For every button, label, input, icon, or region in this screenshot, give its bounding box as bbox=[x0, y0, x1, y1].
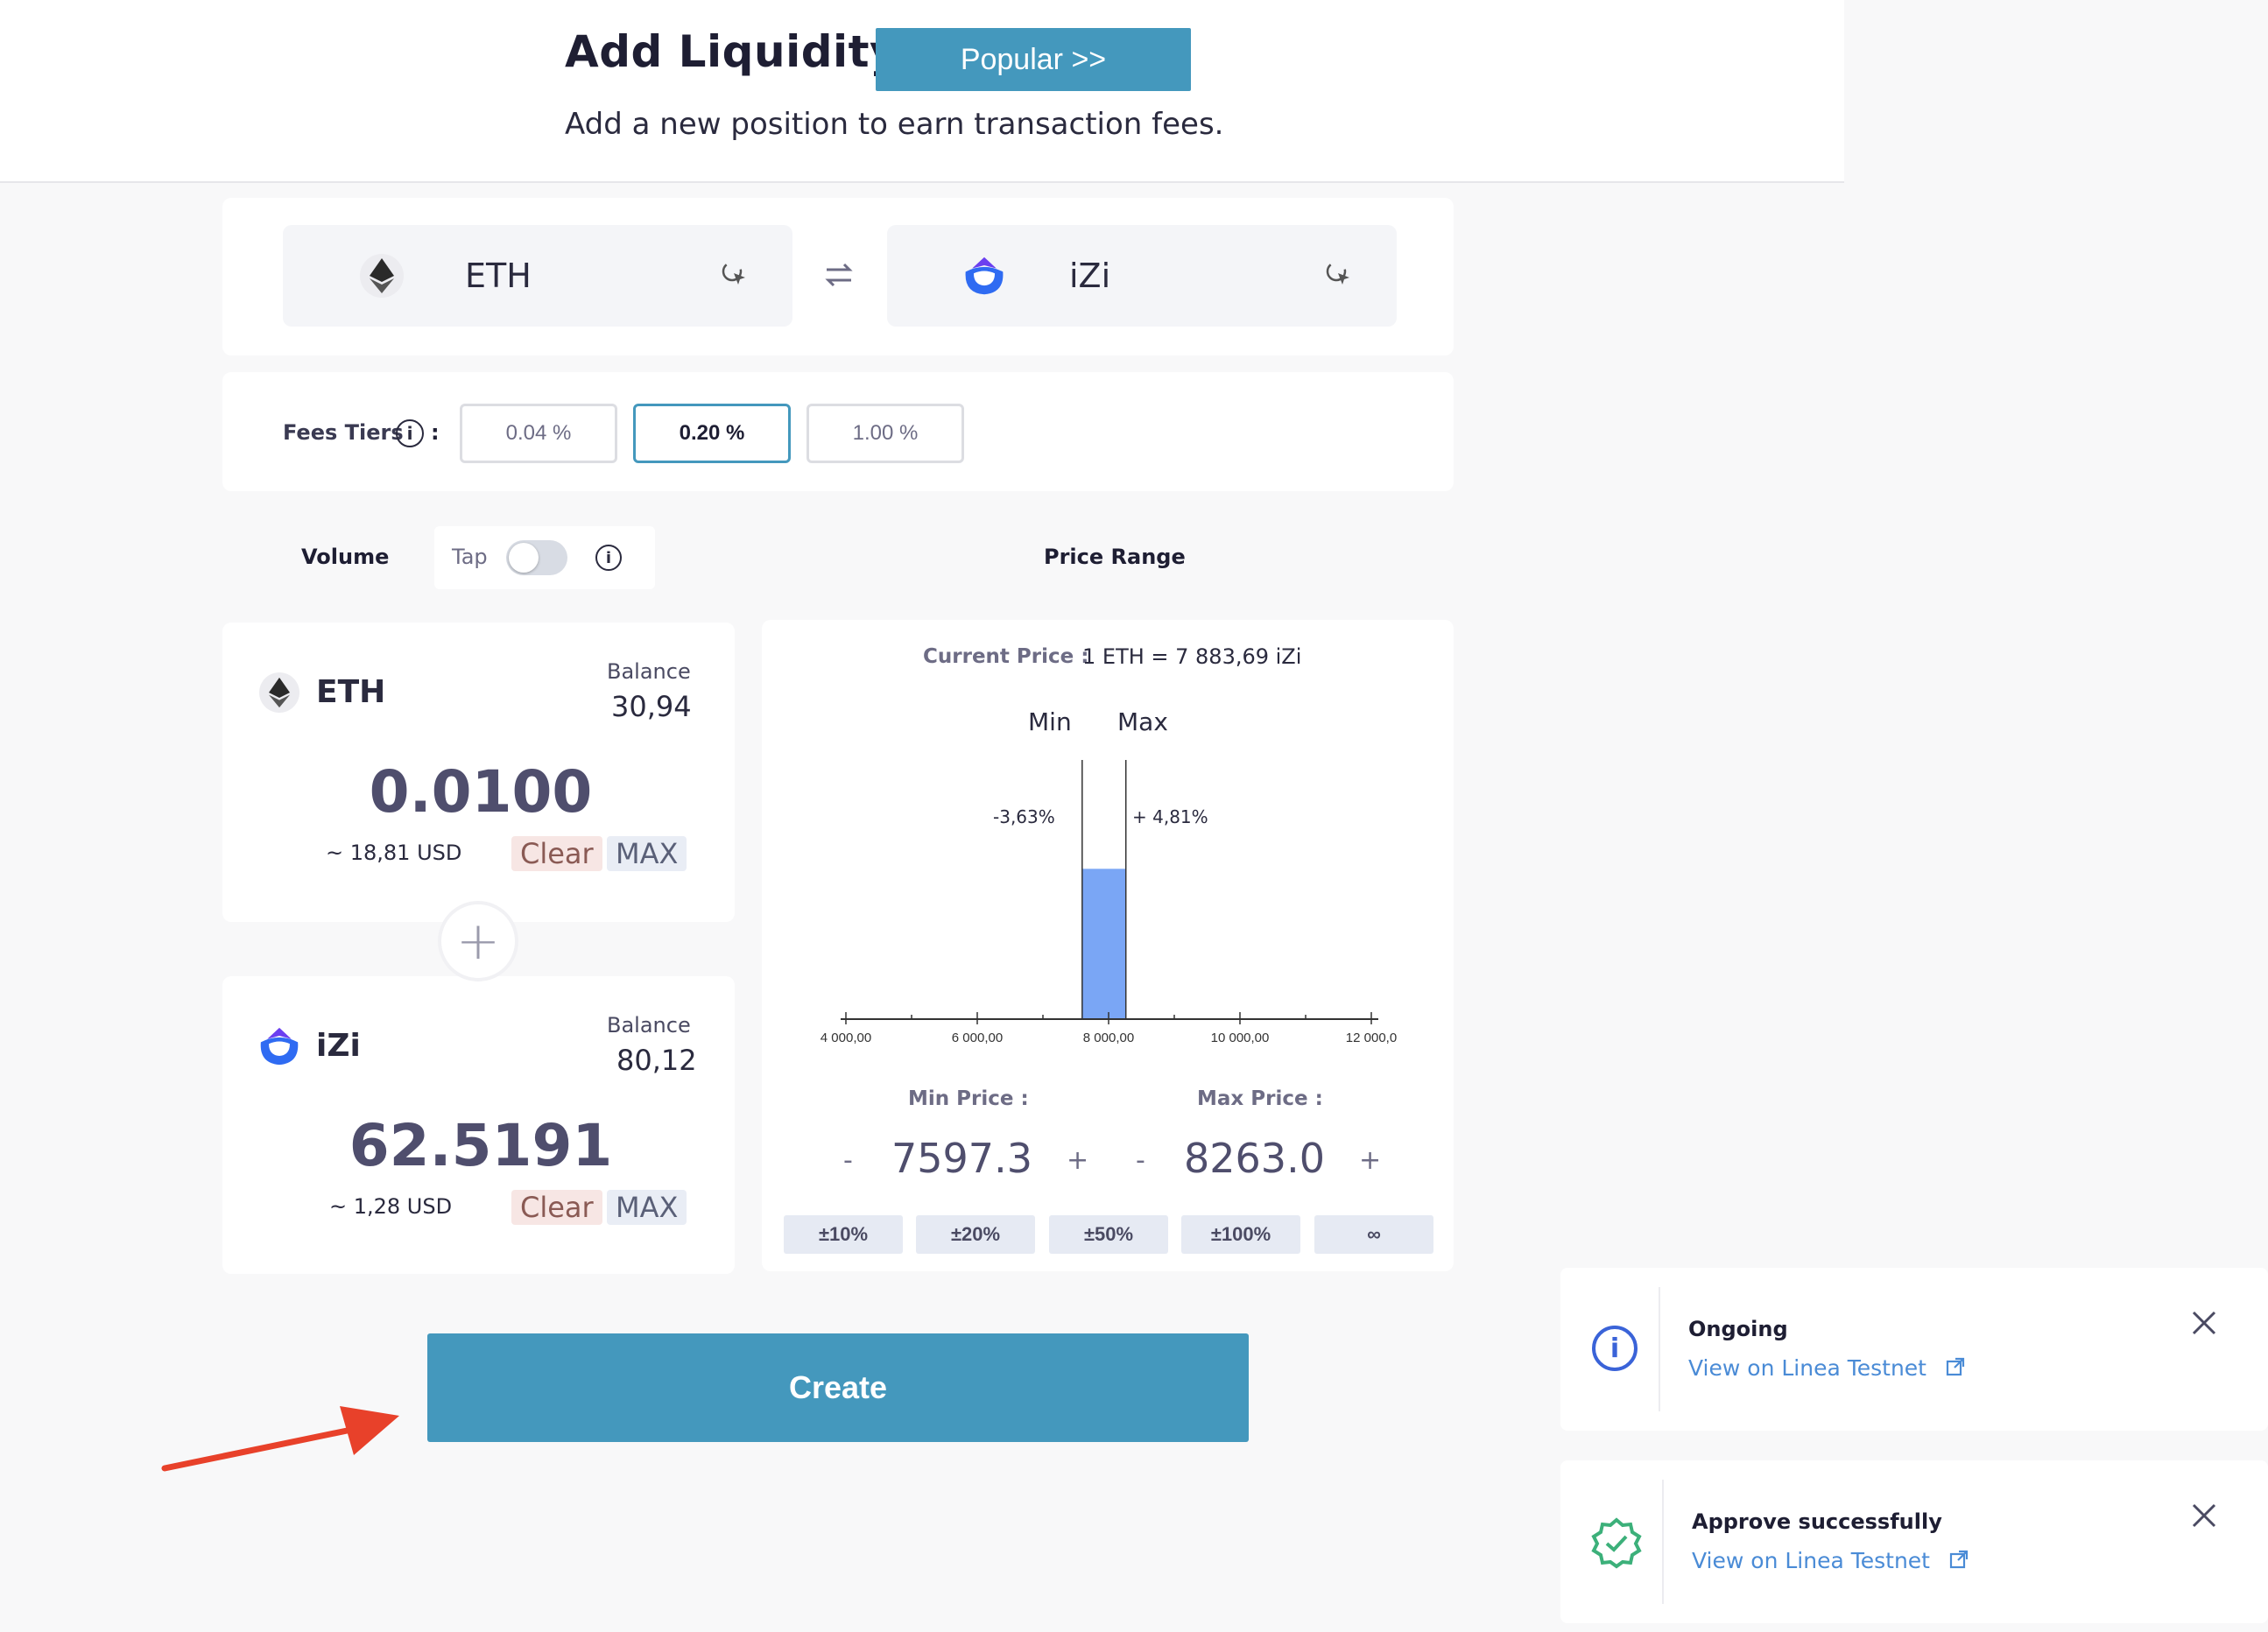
info-icon: i bbox=[1592, 1326, 1638, 1371]
toast-approve: Approve successfully View on Linea Testn… bbox=[1560, 1460, 2268, 1623]
fee-tier-option[interactable]: 0.04 % bbox=[460, 404, 617, 463]
x-tick-label: 10 000,00 bbox=[1211, 1031, 1270, 1045]
volume-label: Volume bbox=[301, 545, 390, 569]
balance-label: Balance bbox=[607, 1013, 691, 1038]
deposit-token-name: iZi bbox=[316, 1028, 361, 1064]
token-b-name: iZi bbox=[1069, 257, 1111, 295]
external-link-icon[interactable] bbox=[1949, 1550, 1969, 1572]
token-a-selector[interactable]: ETH bbox=[283, 225, 792, 327]
tap-label: Tap bbox=[452, 545, 488, 569]
close-icon[interactable] bbox=[2191, 1310, 2217, 1340]
x-tick-label: 6 000,00 bbox=[952, 1031, 1003, 1045]
fee-tier-option-selected[interactable]: 0.20 % bbox=[633, 404, 791, 463]
page-title: Add Liquidity bbox=[565, 26, 899, 77]
izi-icon bbox=[962, 254, 1006, 298]
token-b-selector[interactable]: iZi bbox=[887, 225, 1397, 327]
chart-layer: 4 000,00 6 000,00 8 000,00 10 000,00 12 000,… bbox=[821, 760, 1397, 1045]
swap-arrows-icon[interactable] bbox=[823, 261, 855, 292]
min-pct-label: -3,63% bbox=[993, 806, 1055, 827]
create-button[interactable]: Create bbox=[427, 1333, 1249, 1442]
tap-toggle[interactable] bbox=[506, 540, 567, 575]
usd-value: ~ 18,81 USD bbox=[326, 841, 462, 865]
fees-info-icon[interactable]: i bbox=[396, 419, 424, 447]
check-badge-icon bbox=[1590, 1516, 1643, 1572]
usd-value: ~ 1,28 USD bbox=[329, 1194, 453, 1219]
max-price-decrement[interactable]: - bbox=[1136, 1145, 1145, 1176]
liquidity-range-chart[interactable]: 4 000,00 6 000,00 8 000,00 10 000,00 12 000,… bbox=[762, 753, 1454, 1051]
toggle-knob bbox=[509, 543, 539, 573]
toast-link[interactable]: View on Linea Testnet bbox=[1688, 1355, 1926, 1381]
red-arrow-annotation bbox=[161, 1406, 399, 1472]
toast-title: Ongoing bbox=[1688, 1317, 1788, 1341]
liquidity-bar bbox=[1081, 869, 1126, 1019]
deposit-card-eth bbox=[222, 623, 735, 922]
current-price-value: 1 ETH = 7 883,69 iZi bbox=[1082, 644, 1302, 669]
toast-divider bbox=[1659, 1287, 1660, 1411]
max-handle-label: Max bbox=[1117, 707, 1168, 736]
range-preset-button[interactable]: ±50% bbox=[1049, 1215, 1168, 1254]
range-preset-button[interactable]: ±10% bbox=[784, 1215, 903, 1254]
balance-value: 30,94 bbox=[611, 690, 692, 723]
fees-tiers-label: Fees Tiers bbox=[283, 420, 404, 445]
range-preset-button[interactable]: ±100% bbox=[1181, 1215, 1300, 1254]
eth-icon bbox=[259, 672, 299, 713]
max-price-increment[interactable]: + bbox=[1359, 1145, 1382, 1176]
amount-input[interactable]: 62.5191 bbox=[349, 1112, 613, 1179]
tap-info-icon[interactable]: i bbox=[595, 545, 622, 571]
close-icon[interactable] bbox=[2191, 1502, 2217, 1532]
select-cursor-icon bbox=[1325, 260, 1353, 292]
toast-divider bbox=[1662, 1480, 1664, 1604]
max-price-label: Max Price : bbox=[1197, 1087, 1323, 1110]
max-price-input[interactable]: 8263.0 bbox=[1184, 1135, 1325, 1182]
deposit-token-name: ETH bbox=[316, 674, 386, 710]
range-preset-button[interactable]: ∞ bbox=[1314, 1215, 1433, 1254]
eth-icon bbox=[360, 254, 404, 298]
x-tick-label: 8 000,00 bbox=[1083, 1031, 1134, 1045]
x-tick-label: 12 000,0 bbox=[1346, 1031, 1397, 1045]
amount-input[interactable]: 0.0100 bbox=[369, 758, 593, 826]
token-a-name: ETH bbox=[465, 257, 532, 295]
min-price-label: Min Price : bbox=[908, 1087, 1029, 1110]
min-handle-label: Min bbox=[1028, 707, 1072, 736]
fees-colon: : bbox=[431, 420, 440, 445]
plus-icon: + bbox=[438, 901, 518, 981]
price-range-label: Price Range bbox=[1044, 545, 1186, 569]
external-link-icon[interactable] bbox=[1946, 1357, 1965, 1380]
toast-title: Approve successfully bbox=[1692, 1509, 1942, 1534]
clear-button[interactable]: Clear bbox=[511, 1190, 602, 1225]
max-pct-label: + 4,81% bbox=[1132, 806, 1208, 827]
izi-icon bbox=[257, 1026, 301, 1070]
range-preset-button[interactable]: ±20% bbox=[916, 1215, 1035, 1254]
toast-ongoing: i Ongoing View on Linea Testnet bbox=[1560, 1268, 2268, 1431]
min-price-input[interactable]: 7597.3 bbox=[891, 1135, 1032, 1182]
balance-label: Balance bbox=[607, 659, 691, 684]
fee-tier-option[interactable]: 1.00 % bbox=[806, 404, 964, 463]
max-button[interactable]: MAX bbox=[607, 1190, 687, 1225]
popular-button[interactable]: Popular >> bbox=[876, 28, 1191, 91]
page-subtitle: Add a new position to earn transaction f… bbox=[565, 107, 1224, 142]
min-price-increment[interactable]: + bbox=[1067, 1145, 1089, 1176]
toast-link[interactable]: View on Linea Testnet bbox=[1692, 1548, 1930, 1573]
clear-button[interactable]: Clear bbox=[511, 836, 602, 871]
x-tick-label: 4 000,00 bbox=[821, 1031, 871, 1045]
select-cursor-icon bbox=[721, 260, 749, 292]
current-price-label: Current Price : bbox=[923, 645, 1089, 668]
balance-value: 80,12 bbox=[616, 1044, 697, 1077]
min-price-decrement[interactable]: - bbox=[843, 1145, 853, 1176]
max-button[interactable]: MAX bbox=[607, 836, 687, 871]
